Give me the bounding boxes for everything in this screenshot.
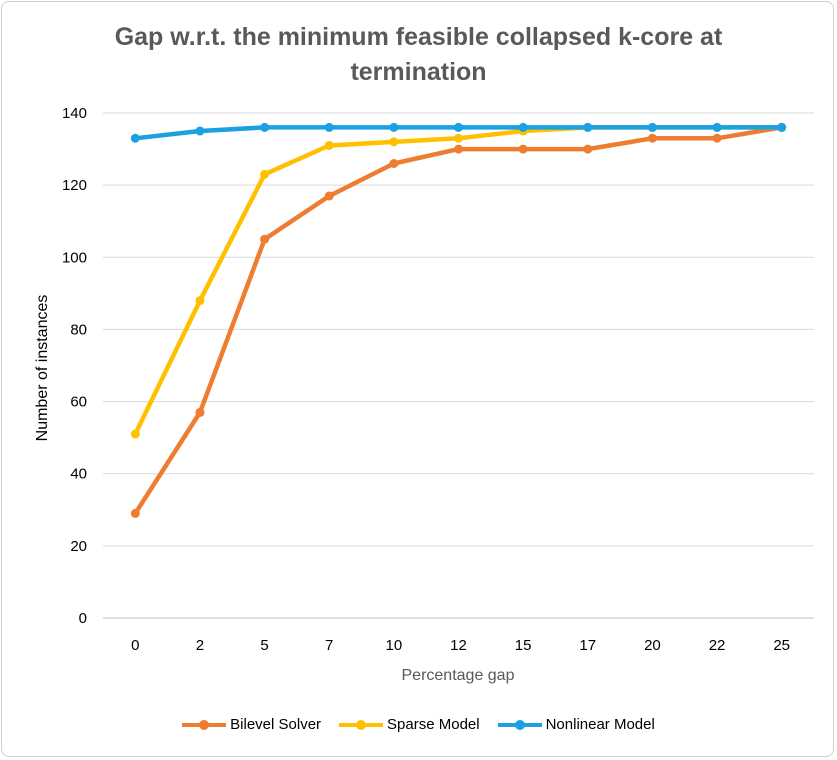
y-tick-label: 100 [62,249,87,266]
data-point [454,144,463,154]
data-point [195,296,205,306]
y-tick-label: 80 [70,321,87,338]
series-sparse-model [130,122,787,439]
data-point [583,144,593,154]
chart-title: Gap w.r.t. the minimum feasible collapse… [114,23,723,86]
series-bilevel-solver [130,122,787,518]
data-point [777,122,787,132]
legend-swatch [182,718,227,732]
data-point [195,126,205,136]
data-point [518,144,528,154]
x-tick-label: 10 [386,637,403,654]
x-tick-label: 22 [709,637,726,654]
data-point [389,159,399,168]
data-point [130,429,140,439]
legend-swatch [339,718,384,732]
x-tick-label: 0 [131,637,139,654]
data-point [324,122,334,132]
data-point [195,407,205,417]
data-point [647,133,657,143]
legend-item: Bilevel Solver [182,716,321,733]
legend-item: Sparse Model [339,716,480,733]
y-tick-label: 20 [70,538,87,555]
data-point [712,122,722,132]
y-tick-label: 60 [70,394,87,411]
x-tick-label: 7 [325,637,333,654]
gridlines [103,112,814,619]
x-tick-label: 25 [773,637,790,654]
legend-label: Sparse Model [387,716,480,733]
x-tick-label: 2 [196,637,204,654]
series-line [133,125,784,437]
series-group [130,122,787,518]
y-tick-label: 0 [79,610,87,627]
x-tick-label: 15 [515,637,532,654]
data-point [130,508,140,518]
data-point [389,122,399,132]
x-tick-labels: 0 2 5 7 10 12 15 17 20 22 25 [131,637,790,654]
legend-swatch [497,718,542,732]
y-tick-labels: 0 20 40 60 80 100 120 140 [62,105,87,627]
legend-item: Nonlinear Model [497,716,655,733]
legend-label: Nonlinear Model [545,716,655,733]
chart-legend: Bilevel Solver Sparse Model Nonlinear Mode… [0,716,837,733]
data-point [324,191,334,201]
data-point [260,169,270,179]
x-tick-label: 12 [450,637,467,654]
series-nonlinear-model [130,122,787,143]
legend-label: Bilevel Solver [230,716,322,733]
data-point [712,133,722,143]
data-point [454,133,463,143]
y-axis-title: Number of instances [34,295,51,442]
x-tick-label: 20 [644,637,661,654]
data-point [130,133,140,143]
data-point [260,234,270,244]
x-axis-title: Percentage gap [402,667,515,684]
y-tick-label: 120 [62,177,87,194]
data-point [324,140,334,150]
y-tick-label: 40 [70,466,87,483]
data-point [647,122,657,132]
y-tick-label: 140 [62,105,87,122]
data-point [518,122,528,132]
data-point [389,137,399,147]
data-point [454,122,463,132]
x-tick-label: 5 [260,637,268,654]
data-point [583,122,593,132]
x-tick-label: 17 [579,637,596,654]
data-point [260,122,270,132]
